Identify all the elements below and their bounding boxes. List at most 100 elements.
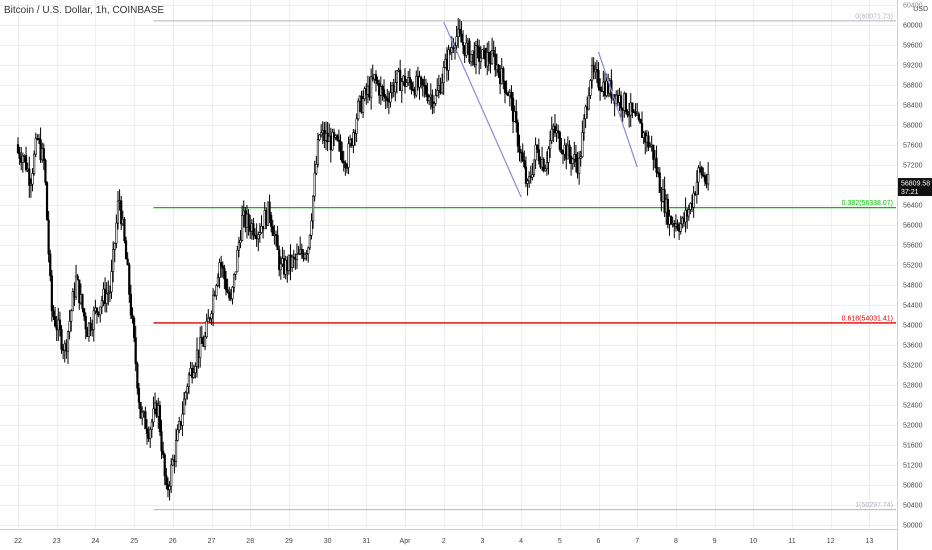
- price-tick-label: 51600: [903, 443, 923, 450]
- candle-body-up: [628, 114, 631, 117]
- candle-body-up: [379, 86, 382, 96]
- candle-body-up: [260, 225, 263, 233]
- last-price-value: 56809.58: [901, 181, 930, 188]
- candle-body-up: [203, 336, 207, 347]
- candle-body-down: [574, 154, 578, 163]
- candle-body-up: [33, 153, 36, 174]
- candle-body-up: [257, 234, 260, 240]
- candle-body-up: [318, 134, 321, 140]
- candle-body-up: [587, 95, 590, 110]
- candle-body-up: [232, 274, 236, 288]
- candle-body-down: [95, 307, 99, 313]
- candle-body-up: [171, 459, 174, 466]
- time-axis-divider: [0, 529, 897, 530]
- candle-body-up: [544, 168, 547, 172]
- candle-body-up: [74, 275, 78, 298]
- candle-body-up: [578, 157, 581, 174]
- candle-body-up: [316, 139, 320, 165]
- candle-body-down: [253, 234, 257, 237]
- candle-body-down: [124, 240, 128, 260]
- candle-body-up: [116, 200, 120, 224]
- candle-body-down: [557, 130, 560, 133]
- candle-body-down: [89, 322, 92, 331]
- candle-body-down: [158, 405, 162, 433]
- candle-body-up: [320, 132, 323, 136]
- candle-body-up: [394, 82, 397, 93]
- candle-body-up: [218, 262, 221, 278]
- candle-body-up: [237, 242, 241, 251]
- candle-body-up: [584, 106, 587, 120]
- candle-body-up: [532, 159, 536, 175]
- candle-body-down: [461, 41, 465, 46]
- candle-body-up: [297, 253, 300, 256]
- candle-body-up: [113, 242, 116, 250]
- candle-body-up: [110, 271, 113, 293]
- candle-body-up: [234, 271, 237, 275]
- candle-body-down: [497, 64, 500, 73]
- candle-body-up: [210, 313, 213, 319]
- candle-body-up: [149, 429, 152, 439]
- time-tick-label: 8: [674, 538, 678, 545]
- fib-level-label: 1(50297.74): [855, 502, 893, 509]
- candle-body-up: [545, 162, 548, 170]
- chart-grid: [0, 0, 896, 529]
- time-tick-label: 31: [362, 538, 370, 545]
- price-axis[interactable]: USD 50000 50400 50800 51200 51600 52000 52400 52…: [898, 3, 932, 530]
- candle-body-up: [187, 374, 191, 387]
- price-tick-label: 55600: [903, 243, 923, 250]
- candle-body-down: [647, 135, 650, 148]
- time-axis[interactable]: 22 23 24 25 26 27 28 29 30 31 Apr 2 3 4 5 6 7 8 9 10 11 12 13: [14, 538, 873, 545]
- trend-lines[interactable]: [443, 21, 638, 198]
- candle-body-down: [487, 52, 490, 62]
- candle-body-up: [207, 317, 210, 322]
- last-price-countdown: 37:21: [901, 189, 919, 196]
- candle-body-down: [84, 315, 87, 330]
- candle-body-down: [421, 79, 424, 86]
- trend-line[interactable]: [597, 51, 638, 168]
- candle-body-down: [424, 85, 428, 95]
- candle-body-down: [126, 258, 129, 266]
- time-tick-label: 26: [169, 538, 177, 545]
- candle-body-down: [131, 314, 134, 319]
- candle-body-down: [76, 275, 79, 281]
- trend-line[interactable]: [443, 21, 522, 198]
- candle-body-down: [223, 267, 226, 280]
- candle-body-down: [511, 97, 515, 122]
- candle-body-down: [252, 223, 255, 236]
- candle-body-up: [21, 155, 24, 163]
- candle-body-down: [139, 401, 142, 419]
- candle-body-up: [231, 287, 234, 299]
- time-tick-label: 10: [749, 538, 757, 545]
- candle-body-down: [595, 69, 598, 71]
- candle-body-up: [447, 49, 450, 71]
- time-tick-label: 30: [324, 538, 332, 545]
- candle-body-down: [165, 475, 168, 486]
- price-tick-label: 52800: [903, 383, 923, 390]
- candlestick-series: [16, 18, 710, 501]
- candle-body-down: [619, 95, 623, 109]
- fibonacci-retracement[interactable]: 0(60071.73) 0.382(56338.07) 0.618(54031.41…: [153, 13, 896, 511]
- candle-body-up: [239, 239, 242, 243]
- candle-body-down: [271, 225, 274, 236]
- candle-body-up: [212, 294, 215, 315]
- candle-body-up: [215, 285, 218, 296]
- candle-body-down: [200, 337, 203, 344]
- candle-body-up: [550, 128, 553, 142]
- candle-body-down: [226, 289, 229, 293]
- candle-body-up: [534, 144, 537, 161]
- time-tick-label: 9: [713, 538, 717, 545]
- time-tick-label: 4: [519, 538, 523, 545]
- candle-body-down: [382, 89, 386, 97]
- candle-body-up: [370, 76, 373, 98]
- candle-body-down: [342, 161, 345, 164]
- candle-body-up: [307, 247, 310, 254]
- candle-body-down: [344, 162, 347, 169]
- candle-body-up: [436, 90, 439, 96]
- candle-body-up: [547, 148, 550, 163]
- candle-body-up: [526, 180, 529, 184]
- candle-body-up: [490, 49, 494, 65]
- candle-body-up: [34, 138, 37, 155]
- price-tick-label: 59200: [903, 63, 923, 70]
- candle-body-up: [91, 329, 94, 331]
